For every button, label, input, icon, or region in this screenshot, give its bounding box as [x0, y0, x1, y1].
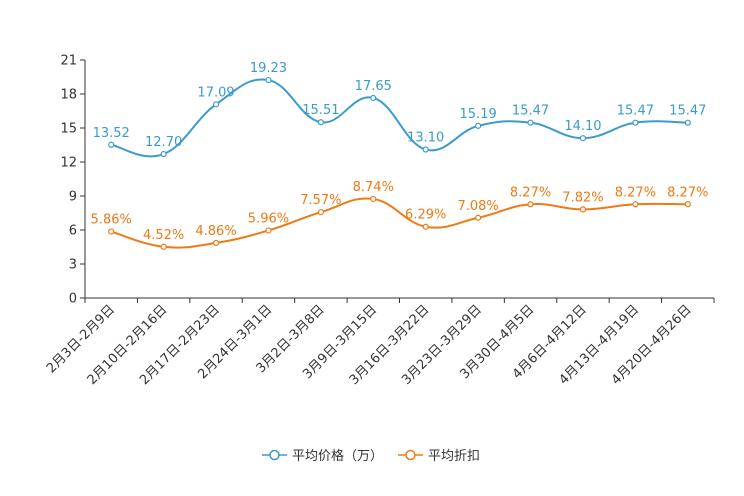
series-line: [110, 197, 688, 249]
data-label: 8.74%: [353, 180, 394, 195]
y-tick-label: 18: [60, 88, 77, 103]
data-label: 8.27%: [615, 185, 656, 200]
data-label: 15.47: [669, 104, 706, 119]
data-label: 15.47: [512, 104, 549, 119]
data-point[interactable]: [160, 243, 167, 250]
data-point[interactable]: [370, 195, 377, 203]
data-label: 4.52%: [143, 228, 184, 243]
legend-label: 平均价格（万）: [292, 448, 383, 464]
data-point[interactable]: [212, 101, 220, 108]
data-point[interactable]: [475, 214, 482, 221]
data-label: 14.10: [564, 119, 601, 134]
legend-item[interactable]: 平均折扣: [398, 449, 480, 464]
data-label: 6.29%: [405, 208, 446, 223]
data-point[interactable]: [422, 146, 429, 153]
chart-axes: 0369121518212月3日-2月9日2月10日-2月16日2月17日-2月…: [44, 54, 715, 388]
data-label: 15.19: [460, 107, 497, 122]
y-tick-label: 12: [60, 156, 77, 171]
data-label: 12.70: [145, 135, 182, 150]
data-point[interactable]: [108, 141, 115, 148]
data-label: 4.86%: [195, 224, 236, 239]
chart-legend[interactable]: 平均价格（万） 平均折扣: [262, 448, 480, 464]
data-point[interactable]: [422, 223, 429, 230]
y-tick-label: 15: [60, 122, 77, 137]
legend-marker-icon: [269, 449, 280, 461]
chart-series: 13.52 12.70 17.09 19.23 15.51 17.65 13.10 15.19…: [91, 61, 708, 250]
data-label: 5.96%: [248, 211, 289, 226]
data-point[interactable]: [579, 135, 587, 142]
data-point[interactable]: [317, 209, 324, 216]
data-label: 13.10: [407, 131, 444, 146]
data-label: 8.27%: [667, 185, 708, 200]
legend-label: 平均折扣: [428, 449, 480, 464]
data-label: 7.82%: [562, 190, 603, 205]
data-label: 19.23: [250, 61, 287, 76]
data-point[interactable]: [684, 201, 691, 208]
y-tick-label: 3: [69, 258, 77, 273]
data-point[interactable]: [684, 119, 691, 126]
legend-marker-icon: [405, 449, 416, 461]
data-label: 7.57%: [300, 193, 341, 208]
data-point[interactable]: [527, 119, 534, 126]
y-tick-label: 0: [69, 292, 77, 307]
data-point[interactable]: [579, 206, 587, 213]
y-tick-label: 9: [69, 190, 77, 205]
data-point[interactable]: [370, 94, 377, 102]
data-point[interactable]: [475, 122, 482, 129]
data-point[interactable]: [160, 150, 167, 158]
data-label: 15.51: [302, 103, 339, 118]
data-point[interactable]: [527, 201, 534, 208]
data-label: 13.52: [93, 126, 130, 141]
series-1: 5.86% 4.52% 4.86% 5.96% 7.57% 8.74% 6.29% 7.08%…: [91, 180, 708, 250]
data-point[interactable]: [632, 201, 639, 208]
data-point[interactable]: [317, 119, 324, 126]
data-point[interactable]: [212, 239, 220, 247]
data-point[interactable]: [265, 227, 272, 234]
data-label: 8.27%: [510, 185, 551, 200]
data-label: 5.86%: [91, 213, 132, 228]
data-point[interactable]: [632, 119, 639, 126]
data-point[interactable]: [265, 76, 272, 84]
data-label: 17.09: [197, 85, 234, 100]
series-0: 13.52 12.70 17.09 19.23 15.51 17.65 13.10 15.19…: [93, 61, 706, 158]
data-label: 17.65: [355, 79, 392, 94]
data-point[interactable]: [108, 228, 115, 235]
y-tick-label: 6: [69, 224, 77, 239]
data-label: 15.47: [617, 104, 654, 119]
y-tick-label: 21: [60, 54, 77, 69]
legend-item[interactable]: 平均价格（万）: [262, 448, 383, 464]
data-label: 7.08%: [457, 199, 498, 214]
